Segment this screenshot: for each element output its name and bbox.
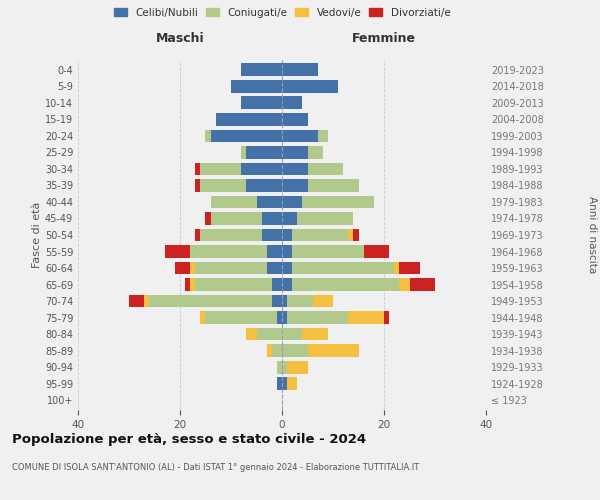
Bar (190, 278, 196, 291)
Bar (282, 245, 292, 258)
Bar (211, 130, 282, 142)
Bar (272, 278, 282, 291)
Bar (400, 278, 410, 291)
Bar (277, 377, 282, 390)
Bar (247, 146, 282, 159)
Bar (318, 130, 328, 142)
Bar (384, 311, 389, 324)
Bar (282, 196, 302, 208)
Y-axis label: Fasce di età: Fasce di età (32, 202, 42, 268)
Bar (282, 64, 318, 76)
Bar (292, 228, 349, 241)
Bar (400, 262, 420, 274)
Text: Maschi: Maschi (155, 32, 205, 45)
Bar (200, 311, 206, 324)
Text: COMUNE DI ISOLA SANT'ANTONIO (AL) - Dati ISTAT 1° gennaio 2024 - Elaborazione TU: COMUNE DI ISOLA SANT'ANTONIO (AL) - Dati… (12, 462, 419, 471)
Bar (241, 162, 282, 175)
Bar (282, 377, 287, 390)
Bar (149, 294, 272, 308)
Bar (282, 212, 298, 225)
Bar (282, 278, 292, 291)
Bar (277, 311, 282, 324)
Bar (241, 64, 282, 76)
Bar (175, 262, 190, 274)
Bar (200, 179, 247, 192)
Bar (196, 278, 272, 291)
Bar (282, 262, 292, 274)
Bar (287, 377, 298, 390)
Bar (292, 245, 364, 258)
Bar (185, 278, 190, 291)
Bar (272, 294, 282, 308)
Bar (257, 196, 282, 208)
Bar (272, 344, 282, 357)
Bar (165, 245, 190, 258)
Bar (267, 262, 282, 274)
Bar (394, 262, 400, 274)
Bar (267, 344, 272, 357)
Text: Femmine: Femmine (352, 32, 416, 45)
Bar (211, 196, 257, 208)
Bar (364, 245, 389, 258)
Bar (282, 311, 287, 324)
Bar (282, 96, 302, 110)
Bar (353, 228, 359, 241)
Bar (241, 96, 282, 110)
Bar (277, 360, 282, 374)
Bar (282, 80, 338, 93)
Bar (308, 146, 323, 159)
Bar (200, 162, 241, 175)
Bar (196, 179, 200, 192)
Bar (216, 113, 282, 126)
Bar (308, 162, 343, 175)
Bar (292, 278, 400, 291)
Bar (282, 228, 292, 241)
Bar (262, 228, 282, 241)
Bar (349, 311, 384, 324)
Bar (196, 162, 200, 175)
Bar (282, 294, 287, 308)
Bar (145, 294, 149, 308)
Bar (282, 130, 318, 142)
Bar (410, 278, 435, 291)
Bar (206, 130, 211, 142)
Bar (190, 245, 267, 258)
Bar (349, 228, 353, 241)
Bar (287, 360, 308, 374)
Bar (292, 262, 394, 274)
Bar (282, 344, 308, 357)
Bar (282, 113, 308, 126)
Bar (302, 328, 328, 340)
Bar (262, 212, 282, 225)
Bar (257, 328, 282, 340)
Bar (200, 228, 262, 241)
Bar (282, 360, 287, 374)
Bar (298, 212, 353, 225)
Bar (206, 212, 211, 225)
Bar (267, 245, 282, 258)
Bar (190, 262, 196, 274)
Bar (313, 294, 333, 308)
Bar (308, 344, 359, 357)
Bar (196, 262, 267, 274)
Bar (282, 179, 308, 192)
Bar (205, 311, 277, 324)
Bar (129, 294, 145, 308)
Bar (287, 294, 313, 308)
Bar (308, 179, 359, 192)
Text: Popolazione per età, sesso e stato civile - 2024: Popolazione per età, sesso e stato civil… (12, 432, 366, 446)
Bar (241, 146, 247, 159)
Bar (231, 80, 282, 93)
Bar (211, 212, 262, 225)
Bar (247, 179, 282, 192)
Legend: Celibi/Nubili, Coniugati/e, Vedovi/e, Divorziati/e: Celibi/Nubili, Coniugati/e, Vedovi/e, Di… (113, 8, 451, 18)
Text: Anni di nascita: Anni di nascita (587, 196, 597, 274)
Bar (247, 328, 257, 340)
Bar (282, 328, 302, 340)
Bar (282, 162, 308, 175)
Bar (287, 311, 349, 324)
Bar (302, 196, 374, 208)
Bar (196, 228, 200, 241)
Bar (282, 146, 308, 159)
